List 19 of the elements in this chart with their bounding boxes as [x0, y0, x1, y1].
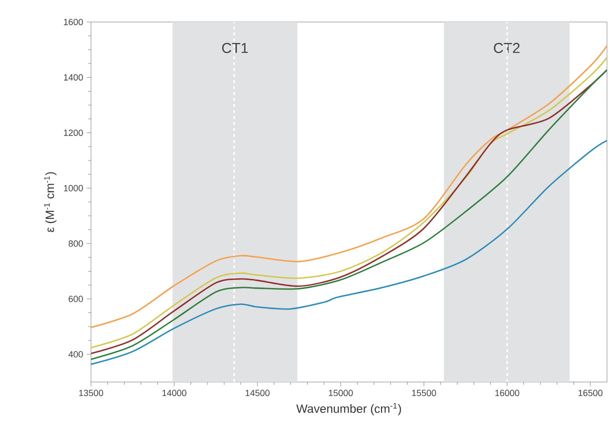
x-tick-label: 14500 — [246, 390, 270, 396]
x-tick-label: 13500 — [79, 390, 104, 396]
line-series — [91, 140, 607, 365]
y-tick-label: 1400 — [64, 74, 83, 81]
band-label: CT2 — [494, 42, 520, 54]
x-axis-title: Wavenumber (cm$^{-1}$) — [296, 402, 401, 416]
y-tick-label: 1000 — [64, 184, 83, 192]
x-tick-label: 15500 — [412, 390, 436, 396]
x-tick-label: 16000 — [495, 390, 520, 396]
y-tick-label: 400 — [68, 351, 83, 358]
y-tick-label: 1200 — [64, 130, 83, 136]
x-tick-label: 14000 — [162, 390, 186, 396]
y-tick-label: 1600 — [64, 18, 83, 26]
y-tick-label: 800 — [68, 240, 83, 247]
y-axis-title: ε (M$^{-1}$ cm$^{-1}$) — [44, 172, 56, 232]
x-tick-label: 16500 — [578, 390, 602, 396]
y-tick-label: 600 — [68, 296, 83, 302]
band-label: CT1 — [222, 42, 248, 54]
x-tick-label: 15000 — [328, 390, 353, 396]
